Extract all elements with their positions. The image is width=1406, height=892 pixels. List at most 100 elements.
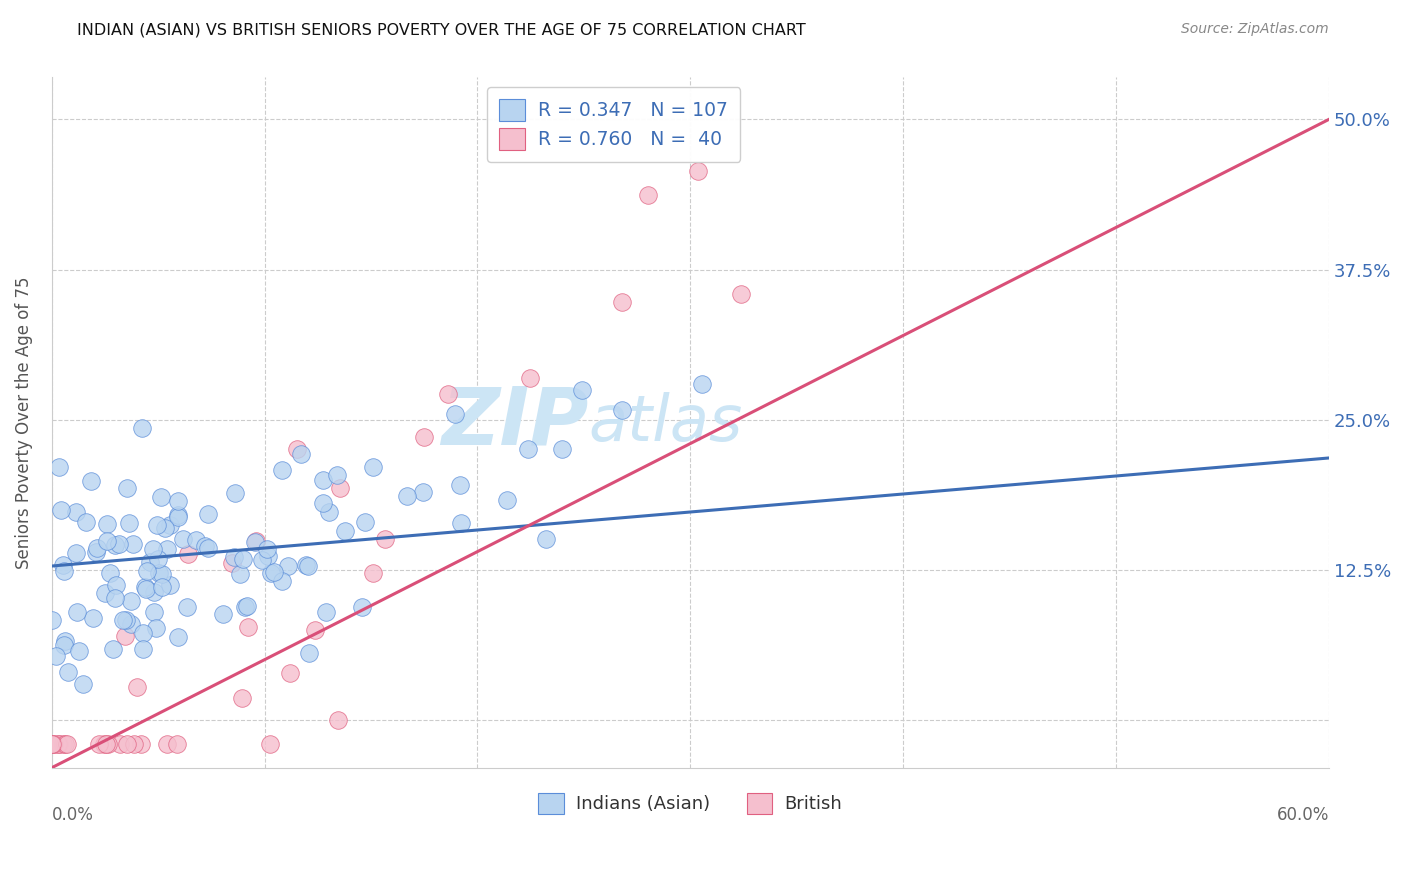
Point (221, 556, 243, 570)
Point (166, 737, 188, 751)
Point (224, 486, 246, 500)
Point (48, 460, 70, 475)
Point (245, 534, 267, 549)
Point (374, 532, 396, 546)
Point (112, 613, 135, 627)
Point (75, 515, 97, 529)
Point (243, 535, 266, 549)
Point (65, 546, 87, 560)
Point (143, 606, 166, 620)
Point (437, 387, 460, 401)
Point (135, 565, 157, 579)
Point (318, 505, 340, 519)
Text: atlas: atlas (588, 392, 742, 453)
Point (104, 538, 127, 552)
Point (139, 555, 162, 569)
Point (53, 638, 76, 652)
Point (131, 421, 153, 435)
Point (93, 737, 115, 751)
Point (270, 574, 292, 588)
Point (444, 407, 467, 421)
Point (277, 559, 299, 574)
Point (48, 737, 70, 751)
Point (166, 494, 188, 508)
Point (167, 510, 190, 524)
Point (72, 677, 94, 691)
Point (153, 520, 176, 534)
Text: Source: ZipAtlas.com: Source: ZipAtlas.com (1181, 22, 1329, 37)
Point (263, 566, 285, 580)
Point (172, 532, 194, 546)
Point (46, 737, 69, 751)
Point (82, 611, 104, 625)
Point (108, 737, 131, 751)
Point (150, 580, 173, 594)
Point (125, 681, 148, 695)
Point (297, 558, 319, 573)
Point (257, 549, 280, 563)
Point (53, 634, 76, 648)
Point (294, 558, 316, 573)
Point (56, 737, 79, 751)
Point (132, 626, 155, 640)
Point (571, 384, 593, 398)
Point (148, 566, 170, 580)
Point (350, 600, 373, 615)
Point (122, 737, 145, 751)
Point (87, 737, 110, 751)
Point (52, 737, 75, 751)
Point (115, 737, 138, 751)
Point (80, 474, 103, 488)
Point (610, 295, 633, 310)
Point (730, 287, 752, 301)
Point (159, 578, 181, 592)
Point (519, 371, 541, 385)
Point (118, 516, 141, 530)
Point (690, 376, 713, 391)
Point (115, 481, 138, 495)
Point (146, 551, 169, 566)
Point (142, 541, 165, 556)
Text: ZIP: ZIP (440, 384, 588, 461)
Point (231, 691, 253, 706)
Point (197, 507, 219, 521)
Point (176, 600, 198, 615)
Point (496, 492, 519, 507)
Point (156, 737, 179, 751)
Point (285, 442, 308, 457)
Point (235, 599, 257, 614)
Point (135, 582, 157, 596)
Point (41, 613, 63, 627)
Point (326, 468, 349, 483)
Point (104, 578, 127, 592)
Point (67, 644, 90, 658)
Point (52, 564, 75, 578)
Point (186, 533, 208, 547)
Point (271, 463, 294, 477)
Point (166, 630, 188, 644)
Point (238, 620, 260, 634)
Point (450, 516, 472, 530)
Point (134, 580, 156, 594)
Point (232, 552, 254, 566)
Point (326, 714, 349, 728)
Point (449, 478, 471, 492)
Point (42, 737, 65, 751)
Point (412, 484, 434, 499)
Point (298, 646, 321, 660)
Point (52, 558, 75, 573)
Point (114, 628, 136, 642)
Point (94, 737, 117, 751)
Point (149, 490, 172, 504)
Point (115, 613, 138, 627)
Point (42, 737, 65, 751)
Point (65, 505, 87, 519)
Point (194, 540, 217, 554)
Point (354, 516, 377, 530)
Point (280, 666, 302, 681)
Point (120, 594, 142, 608)
Point (413, 430, 436, 444)
Point (197, 541, 219, 556)
Point (167, 508, 190, 522)
Point (120, 617, 142, 632)
